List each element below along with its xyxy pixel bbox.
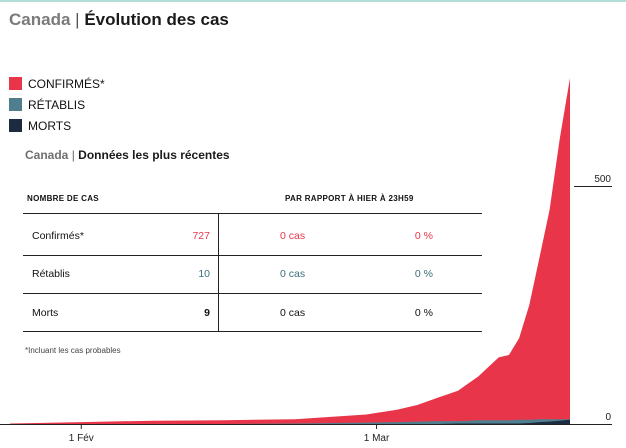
subtitle-location: Canada — [25, 148, 69, 162]
table-subtitle: Canada | Données les plus récentes — [25, 148, 230, 162]
legend-swatch-confirmed — [9, 77, 22, 90]
table-divider — [23, 255, 482, 256]
row-label-recovered: Rétablis — [32, 268, 70, 280]
area-recovered — [10, 419, 570, 424]
table-divider — [23, 331, 482, 332]
top-accent-line — [0, 0, 626, 2]
legend-item-deaths: MORTS — [9, 115, 105, 136]
row-percent-deaths: 0 % — [414, 307, 433, 319]
subtitle-separator: | — [71, 148, 75, 162]
subtitle-text: Données les plus récentes — [78, 148, 230, 162]
y-tick-label: 0 — [605, 412, 611, 423]
row-value-deaths: 9 — [204, 307, 210, 319]
legend-item-confirmed: CONFIRMÉS* — [9, 73, 105, 94]
chart-legend: CONFIRMÉS* RÉTABLIS MORTS — [9, 73, 105, 136]
row-change-recovered: 0 cas — [280, 268, 306, 280]
title-text: Évolution des cas — [84, 10, 229, 29]
row-label-deaths: Morts — [32, 307, 59, 319]
row-percent-confirmed: 0 % — [414, 230, 433, 242]
row-change-deaths: 0 cas — [280, 307, 306, 319]
legend-swatch-recovered — [9, 98, 22, 111]
legend-label-recovered: RÉTABLIS — [28, 97, 86, 112]
table-divider — [23, 293, 482, 294]
row-value-recovered: 10 — [198, 268, 210, 280]
legend-label-deaths: MORTS — [28, 118, 72, 133]
row-value-confirmed: 727 — [192, 230, 210, 242]
x-tick-label: 1 Mar — [364, 433, 390, 444]
title-location: Canada — [9, 10, 71, 29]
x-tick-label: 1 Fév — [69, 433, 94, 444]
row-change-confirmed: 0 cas — [280, 230, 306, 242]
legend-swatch-deaths — [9, 119, 22, 132]
row-percent-recovered: 0 % — [414, 268, 433, 280]
area-confirmed — [10, 78, 570, 424]
row-label-confirmed: Confirmés* — [32, 230, 84, 242]
table-header-count: NOMBRE DE CAS — [27, 194, 99, 203]
y-tick-label: 500 — [594, 174, 611, 185]
title-separator: | — [75, 10, 80, 29]
table-divider — [23, 213, 482, 214]
table-column-divider — [218, 213, 219, 331]
table-header-change: PAR RAPPORT À HIER À 23H59 — [285, 194, 414, 203]
legend-item-recovered: RÉTABLIS — [9, 94, 105, 115]
table-footnote: *Incluant les cas probables — [25, 346, 121, 355]
area-deaths — [10, 419, 570, 424]
page-title: Canada | Évolution des cas — [9, 10, 229, 30]
legend-label-confirmed: CONFIRMÉS* — [28, 76, 105, 91]
